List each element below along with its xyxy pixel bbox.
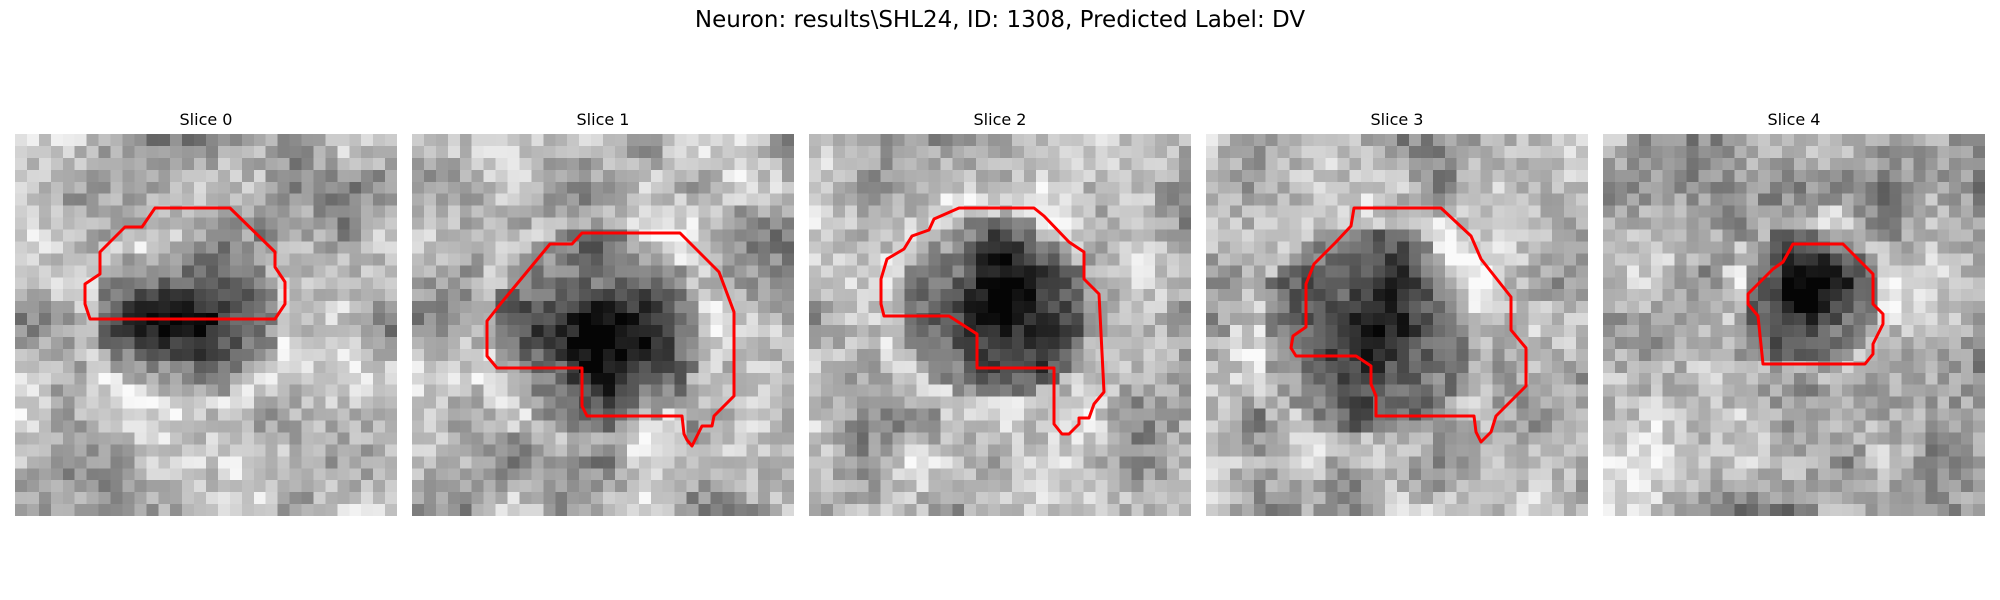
- microscopy-image: [1603, 134, 1985, 516]
- slice-image: [1603, 134, 1985, 516]
- slice-panel-0: Slice 0: [15, 108, 397, 516]
- microscopy-image: [412, 134, 794, 516]
- segmentation-overlay: [879, 206, 1106, 436]
- slice-image: [15, 134, 397, 516]
- segmentation-outline: [1746, 242, 1885, 366]
- slice-panel-2: Slice 2: [809, 108, 1191, 516]
- microscopy-image: [1206, 134, 1588, 516]
- segmentation-outline: [1289, 206, 1528, 444]
- segmentation-overlay: [1746, 242, 1885, 366]
- slice-panel-3: Slice 3: [1206, 108, 1588, 516]
- slice-image: [1206, 134, 1588, 516]
- slice-panel-1: Slice 1: [412, 108, 794, 516]
- segmentation-overlay: [83, 206, 287, 321]
- segmentation-outline: [485, 231, 736, 448]
- slice-title: Slice 1: [576, 110, 630, 129]
- slice-panel-4: Slice 4: [1603, 108, 1985, 516]
- segmentation-overlay: [1289, 206, 1528, 444]
- slice-title: Slice 4: [1767, 110, 1821, 129]
- segmentation-outline: [83, 206, 287, 321]
- segmentation-outline: [879, 206, 1106, 436]
- slice-title: Slice 2: [973, 110, 1027, 129]
- slice-title: Slice 0: [179, 110, 233, 129]
- slice-title: Slice 3: [1370, 110, 1424, 129]
- slice-image: [809, 134, 1191, 516]
- segmentation-overlay: [485, 231, 736, 448]
- figure-title: Neuron: results\SHL24, ID: 1308, Predict…: [694, 7, 1306, 33]
- microscopy-image: [809, 134, 1191, 516]
- microscopy-image: [15, 134, 397, 516]
- slice-image: [412, 134, 794, 516]
